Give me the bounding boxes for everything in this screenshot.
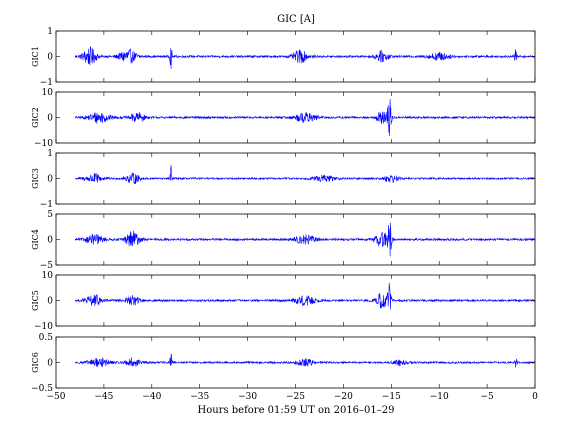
series-line-gic5	[74, 282, 536, 310]
panel-6: −0.500.5−50 −45 −40 −35 −30 −25 −20 −15 −10 −5 0GI…	[31, 333, 538, 402]
series-line-gic1	[74, 46, 536, 69]
x-tick-label: −45	[94, 392, 113, 402]
y-tick-label: −0.5	[31, 384, 53, 394]
y-axis-label-gic3: GIC3	[31, 168, 40, 189]
x-tick-label: −5	[480, 392, 494, 402]
x-tick-label: −10	[430, 392, 449, 402]
y-axis-label-gic1: GIC1	[31, 46, 40, 67]
y-tick-label: 10	[42, 271, 54, 281]
x-tick-label: 0	[532, 392, 538, 402]
x-tick-label: −25	[286, 392, 305, 402]
panel-4: −5 0 5 GIC4	[31, 210, 536, 271]
series-line-gic3	[75, 165, 536, 185]
y-tick-label: −10	[34, 139, 53, 149]
y-tick-label: 10	[42, 88, 54, 98]
y-axis-label-gic4: GIC4	[31, 229, 40, 250]
y-tick-label: 1	[47, 149, 53, 159]
y-tick-label: 0	[47, 114, 53, 124]
y-tick-label: 0	[47, 236, 53, 246]
series-line-gic4	[74, 222, 536, 257]
y-axis-label-gic6: GIC6	[31, 352, 40, 373]
x-tick-label: −20	[334, 392, 353, 402]
series-line-gic6	[74, 353, 536, 368]
y-tick-label: 0	[47, 53, 53, 63]
y-axis-label-gic2: GIC2	[31, 107, 40, 128]
panel-3: −1 0 1 GIC3	[31, 149, 536, 210]
y-tick-label: 1	[47, 27, 53, 37]
y-tick-label: −1	[40, 78, 53, 88]
y-tick-label: 5	[47, 210, 53, 220]
y-tick-label: −1	[40, 200, 53, 210]
chart-title: GIC [A]	[277, 14, 315, 25]
x-axis-label: Hours before 01:59 UT on 2016–01–29	[197, 405, 394, 416]
panels-group: −101GIC1−10010GIC2−101GIC3−505GIC4−10010…	[31, 27, 538, 402]
y-tick-label: 0	[47, 175, 53, 185]
x-tick-label: −50	[47, 392, 66, 402]
y-axis-label-gic5: GIC5	[31, 290, 40, 311]
x-tick-label: −40	[142, 392, 161, 402]
panel-1: −1 0 1 GIC1	[31, 27, 536, 88]
y-tick-label: −10	[34, 322, 53, 332]
y-tick-label: 0	[47, 359, 53, 369]
y-tick-label: 0	[47, 297, 53, 307]
y-tick-label: 0.5	[39, 333, 54, 343]
x-tick-label: −35	[190, 392, 209, 402]
x-tick-label: −30	[238, 392, 257, 402]
x-tick-label: −15	[382, 392, 401, 402]
series-line-gic2	[74, 98, 536, 137]
y-tick-label: −5	[40, 261, 54, 271]
